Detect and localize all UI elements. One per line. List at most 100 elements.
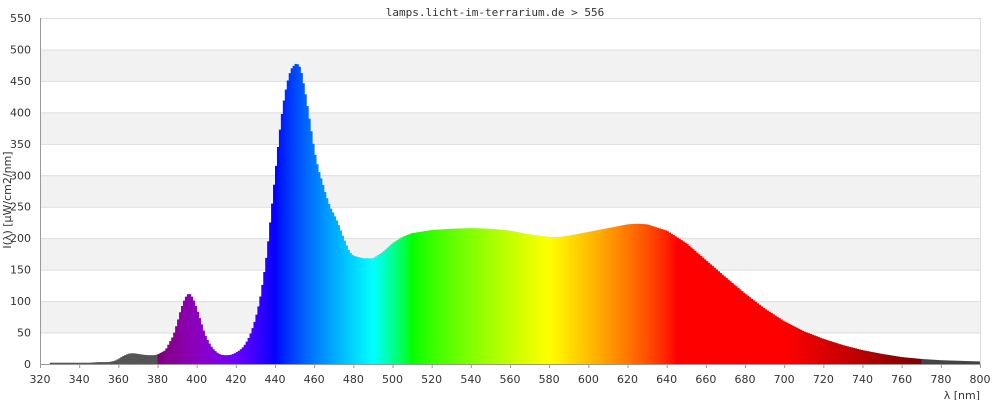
spectrum-bar [570, 235, 574, 364]
spectrum-bar [931, 359, 934, 364]
spectrum-bar [940, 360, 944, 364]
spectrum-bar [786, 322, 789, 364]
spectrum-bar [316, 164, 319, 364]
spectrum-bar [594, 230, 597, 364]
spectrum-bar [327, 203, 331, 364]
spectrum-bar [760, 306, 764, 364]
spectrum-bar [927, 359, 930, 364]
spectrum-bar [300, 73, 303, 364]
spectrum-bar [417, 232, 421, 364]
spectrum-bar [764, 309, 767, 364]
spectrum-bar [848, 346, 852, 364]
x-tick-label: 340 [69, 373, 90, 386]
spectrum-bar [445, 229, 448, 364]
spectrum-bar [392, 242, 395, 364]
spectrum-bar [419, 231, 423, 364]
spectrum-bar [719, 272, 722, 364]
spectrum-bar [214, 351, 217, 364]
spectrum-bar [194, 305, 198, 364]
spectrum-bar [884, 354, 887, 364]
spectrum-bar [114, 360, 117, 364]
spectrum-bar [582, 232, 585, 364]
spectrum-bar [921, 359, 924, 364]
spectrum-bar [257, 306, 260, 364]
spectrum-bar [323, 191, 327, 364]
spectrum-bar [286, 80, 290, 365]
spectrum-bar [515, 231, 519, 364]
spectrum-bar [247, 337, 250, 364]
spectrum-bar [122, 355, 125, 364]
spectrum-bar [237, 350, 241, 364]
spectrum-bar [380, 252, 384, 364]
spectrum-bar [864, 350, 867, 364]
spectrum-bar [758, 304, 762, 364]
y-tick-label: 550 [10, 12, 31, 25]
spectrum-bar [733, 284, 736, 364]
spectrum-bar [378, 253, 382, 364]
spectrum-bar [623, 224, 626, 364]
spectrum-bar [915, 358, 918, 364]
spectrum-bar [827, 340, 830, 364]
spectrum-bar [310, 131, 313, 364]
spectrum-bar [649, 225, 652, 364]
spectrum-bar [970, 361, 973, 364]
spectrum-bar [631, 224, 634, 364]
spectrum-bar [840, 344, 844, 364]
spectrum-bar [829, 341, 832, 364]
spectrum-bar [288, 73, 292, 364]
spectrum-bar [357, 257, 360, 364]
spectrum-bars [49, 63, 981, 365]
spectrum-bar [868, 351, 871, 364]
spectrum-bar [923, 359, 926, 364]
spectrum-bar [343, 240, 346, 364]
x-tick-label: 580 [539, 373, 560, 386]
spectrum-bar [790, 324, 793, 364]
spectrum-bar [850, 347, 854, 364]
spectrum-bar [92, 362, 96, 364]
spectrum-bar [903, 357, 906, 364]
spectrum-bar [261, 284, 264, 364]
spectrum-bar [196, 311, 200, 364]
spectrum-bar [782, 320, 785, 364]
spectrum-bar [231, 354, 235, 364]
spectrum-bar [239, 349, 243, 364]
spectrum-bar [934, 359, 938, 364]
spectrum-bar [652, 226, 656, 364]
spectrum-bar [347, 249, 350, 364]
spectrum-bar [425, 230, 429, 364]
x-tick-label: 600 [578, 373, 599, 386]
spectrum-bar [745, 294, 748, 364]
spectrum-bar [398, 238, 401, 364]
spectrum-bar [167, 344, 170, 364]
spectrum-bar [527, 234, 530, 364]
spectrum-bar [431, 229, 435, 364]
spectrum-bar [500, 229, 503, 364]
spectrum-bar [823, 339, 826, 364]
spectrum-bar [457, 228, 460, 364]
spectrum-bar [275, 165, 278, 364]
spectrum-bar [263, 271, 266, 364]
spectrum-bar [414, 232, 417, 364]
spectrum-bar [249, 333, 252, 364]
spectrum-bar [294, 63, 297, 364]
spectrum-bar [974, 361, 977, 364]
x-tick-label: 420 [225, 373, 246, 386]
spectrum-bar [688, 245, 691, 364]
spectrum-bar [251, 328, 254, 364]
spectrum-bar [788, 323, 791, 364]
spectrum-bar [71, 362, 74, 364]
spectrum-bar [784, 321, 787, 364]
spectrum-bar [511, 231, 515, 364]
spectrum-bar [83, 362, 86, 364]
spectrum-bar [273, 184, 276, 364]
spectrum-bar [243, 344, 247, 364]
spectrum-bar [805, 332, 809, 364]
spectrum-bar [384, 249, 388, 364]
spectrum-bar [739, 289, 742, 364]
spectrum-bar [615, 226, 619, 364]
spectrum-bar [337, 225, 341, 364]
y-tick-label: 100 [10, 295, 31, 308]
spectrum-bar [799, 329, 803, 364]
spectrum-bar [459, 228, 462, 364]
